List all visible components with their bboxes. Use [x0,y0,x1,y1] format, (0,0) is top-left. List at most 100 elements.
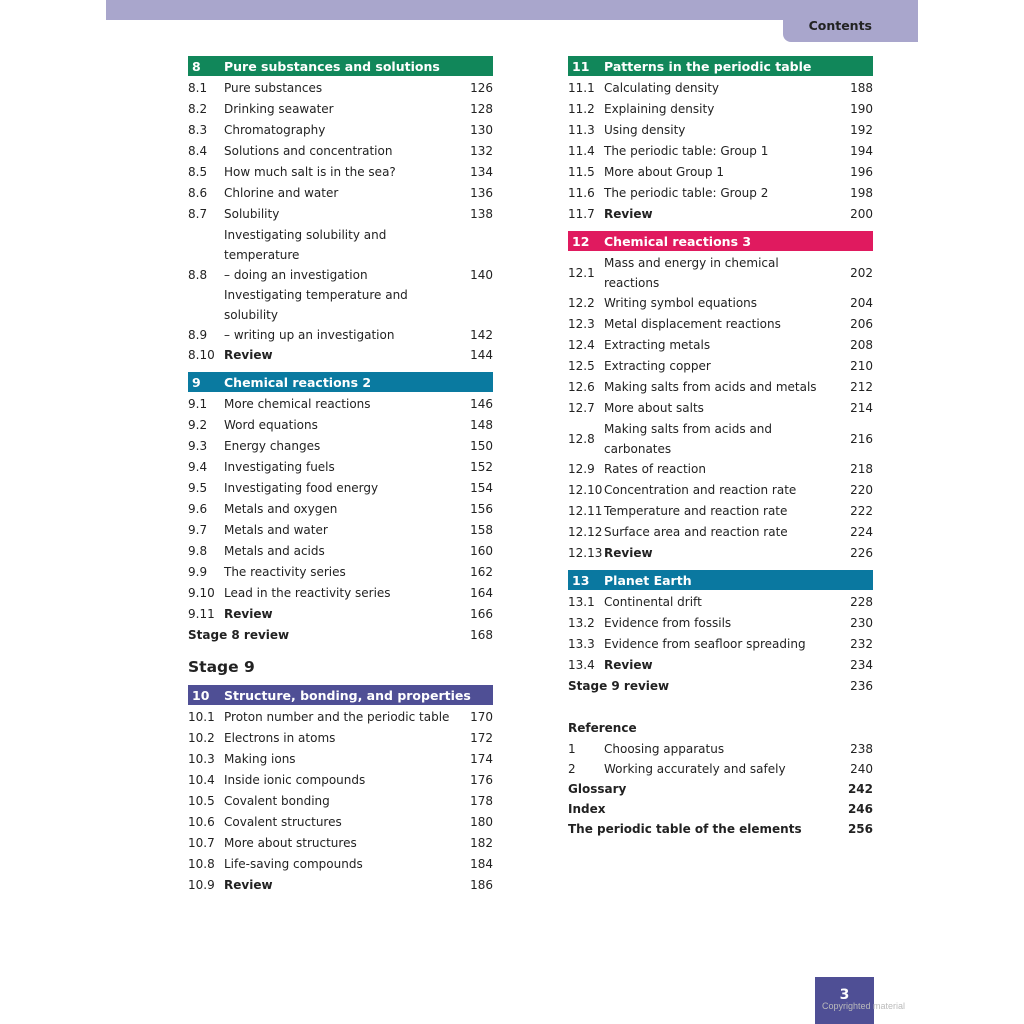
toc-entry[interactable]: 9.5 Investigating food energy 154 [188,478,493,499]
toc-entry[interactable]: 12.10 Concentration and reaction rate 220 [568,480,873,501]
toc-entry[interactable]: 10.4 Inside ionic compounds 176 [188,770,493,791]
chapter-header: 9 Chemical reactions 2 [188,372,493,392]
entry-title-line: Rates of reaction [604,462,706,476]
toc-entry[interactable]: 11.3 Using density 192 [568,120,873,141]
entry-title: Making salts from acids and metals [604,377,833,397]
entry-title: Covalent structures [224,812,453,832]
entry-page: 198 [850,186,873,200]
toc-entry[interactable]: Stage 8 review 168 [188,625,493,646]
toc-entry[interactable]: 10.7 More about structures 182 [188,833,493,854]
entry-title: Metal displacement reactions [604,314,833,334]
chapter-number: 9 [192,374,201,390]
toc-entry[interactable]: 10.9 Review 186 [188,875,493,896]
toc-entry[interactable]: Index 246 [568,799,873,819]
toc-entry[interactable]: 10.1 Proton number and the periodic table… [188,707,493,728]
entry-title-line: Review [224,607,273,621]
reference-label: Reference [568,721,637,735]
toc-entry[interactable]: 13.1 Continental drift 228 [568,592,873,613]
entry-page: 228 [850,595,873,609]
toc-entry[interactable]: 9.8 Metals and acids 160 [188,541,493,562]
toc-entry[interactable]: 12.11 Temperature and reaction rate 222 [568,501,873,522]
entry-title-line: Metals and oxygen [224,502,338,516]
entry-title-line: Evidence from fossils [604,616,732,630]
entry-title-line: The periodic table: Group 2 [604,186,769,200]
chapter-title: Patterns in the periodic table [604,58,812,74]
toc-entry[interactable]: 9.10 Lead in the reactivity series 164 [188,583,493,604]
entry-title-line: Continental drift [604,595,702,609]
entry-number: 13.3 [568,637,595,651]
toc-entry[interactable]: 12.13 Review 226 [568,543,873,564]
toc-entry[interactable]: 8.4 Solutions and concentration 132 [188,141,493,162]
toc-entry[interactable]: Stage 9 review 236 [568,676,873,697]
toc-entry[interactable]: 9.6 Metals and oxygen 156 [188,499,493,520]
toc-entry[interactable]: 9.11 Review 166 [188,604,493,625]
entry-title: Index [568,801,606,816]
toc-entry[interactable]: 12.2 Writing symbol equations 204 [568,293,873,314]
entry-page: 206 [850,317,873,331]
chapter-number: 11 [572,58,590,74]
header-band [106,0,918,20]
entry-title: More about salts [604,398,833,418]
entry-title-line: Making ions [224,752,296,766]
entry-number: 13.2 [568,616,595,630]
toc-entry[interactable]: 2 Working accurately and safely 240 [568,759,873,779]
entry-title: Extracting metals [604,335,833,355]
toc-entry[interactable]: 10.2 Electrons in atoms 172 [188,728,493,749]
toc-entry[interactable]: 13.4 Review 234 [568,655,873,676]
entry-number: 9.11 [188,607,215,621]
entry-page: 140 [470,267,493,282]
toc-entry[interactable]: 11.6 The periodic table: Group 2 198 [568,183,873,204]
toc-entry[interactable]: 8.3 Chromatography 130 [188,120,493,141]
toc-entry[interactable]: 8.2 Drinking seawater 128 [188,99,493,120]
toc-entry[interactable]: 11.4 The periodic table: Group 1 194 [568,141,873,162]
toc-entry[interactable]: 12.8 Making salts from acids and carbonat… [568,419,873,459]
toc-entry[interactable]: 8.6 Chlorine and water 136 [188,183,493,204]
entry-number: 12.1 [568,265,595,280]
entry-title-line: Metals and water [224,523,328,537]
toc-entry[interactable]: 12.5 Extracting copper 210 [568,356,873,377]
toc-entry[interactable]: Glossary 242 [568,779,873,799]
toc-entry[interactable]: 11.1 Calculating density 188 [568,78,873,99]
toc-entry[interactable]: 10.5 Covalent bonding 178 [188,791,493,812]
entry-number: 8.5 [188,165,208,179]
entry-number: 8.3 [188,123,208,137]
toc-entry[interactable]: 13.3 Evidence from seafloor spreading 232 [568,634,873,655]
watermark: Copyrighted material [822,1001,906,1011]
entry-page: 148 [470,418,493,432]
toc-entry[interactable]: 8.5 How much salt is in the sea? 134 [188,162,493,183]
toc-entry[interactable]: 12.4 Extracting metals 208 [568,335,873,356]
toc-entry[interactable]: 1 Choosing apparatus 238 [568,739,873,759]
entry-title-line: Pure substances [224,81,323,95]
toc-entry[interactable]: 10.3 Making ions 174 [188,749,493,770]
toc-entry[interactable]: 8.1 Pure substances 126 [188,78,493,99]
chapter-title: Planet Earth [604,572,692,588]
toc-entry[interactable]: 8.9 Investigating temperature and solubil… [188,285,493,345]
toc-entry[interactable]: 12.12 Surface area and reaction rate 224 [568,522,873,543]
toc-entry[interactable]: 8.8 Investigating solubility and temperat… [188,225,493,285]
entry-title: Word equations [224,415,453,435]
entry-title-line: Review [604,207,653,221]
toc-entry[interactable]: 11.2 Explaining density 190 [568,99,873,120]
entry-number: 11.4 [568,144,595,158]
toc-entry[interactable]: 9.7 Metals and water 158 [188,520,493,541]
toc-entry[interactable]: 9.4 Investigating fuels 152 [188,457,493,478]
toc-entry[interactable]: 12.1 Mass and energy in chemical reaction… [568,253,873,293]
toc-entry[interactable]: 13.2 Evidence from fossils 230 [568,613,873,634]
toc-entry[interactable]: The periodic table of the elements 256 [568,819,873,839]
entry-title: Covalent bonding [224,791,453,811]
toc-entry[interactable]: 9.1 More chemical reactions 146 [188,394,493,415]
toc-entry[interactable]: 9.3 Energy changes 150 [188,436,493,457]
toc-entry[interactable]: 12.6 Making salts from acids and metals 21… [568,377,873,398]
toc-entry[interactable]: 8.7 Solubility 138 [188,204,493,225]
toc-entry[interactable]: 8.10 Review 144 [188,345,493,366]
toc-entry[interactable]: 10.8 Life-saving compounds 184 [188,854,493,875]
toc-entry[interactable]: 9.2 Word equations 148 [188,415,493,436]
toc-entry[interactable]: 10.6 Covalent structures 180 [188,812,493,833]
entry-title-line: Temperature and reaction rate [604,504,788,518]
toc-entry[interactable]: 12.7 More about salts 214 [568,398,873,419]
toc-entry[interactable]: 9.9 The reactivity series 162 [188,562,493,583]
toc-entry[interactable]: 11.5 More about Group 1 196 [568,162,873,183]
toc-entry[interactable]: 11.7 Review 200 [568,204,873,225]
toc-entry[interactable]: 12.3 Metal displacement reactions 206 [568,314,873,335]
toc-entry[interactable]: 12.9 Rates of reaction 218 [568,459,873,480]
